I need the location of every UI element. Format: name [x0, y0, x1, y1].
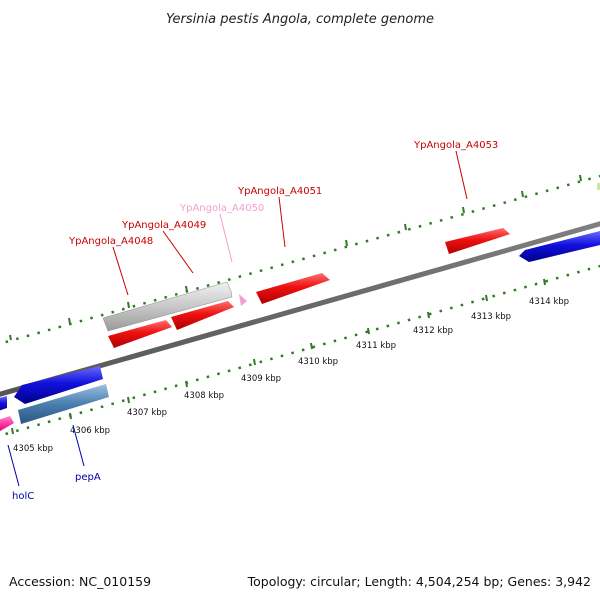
gene-reverse-blue: [519, 231, 600, 262]
map-title: Yersinia pestis Angola, complete genome: [166, 12, 434, 27]
gene-label-ypangola-a4050: YpAngola_A4050: [179, 203, 264, 214]
gene-labels: YpAngola_A4048 YpAngola_A4049 YpAngola_A…: [12, 140, 498, 502]
outer-major-ticks: [9, 174, 582, 341]
reverse-genes: [0, 231, 600, 432]
tick-labels: 4305 kbp 4306 kbp 4307 kbp 4308 kbp 4309…: [13, 297, 569, 454]
gene-ypangola-a4053: [445, 228, 510, 254]
gene-holC: [0, 416, 14, 432]
gene-label-holC: holC: [12, 491, 34, 502]
gene-label-ypangola-a4048: YpAngola_A4048: [68, 236, 153, 247]
accession-text: Accession: NC_010159: [9, 574, 151, 589]
tick-label: 4309 kbp: [241, 374, 281, 384]
gene-label-ypangola-a4053: YpAngola_A4053: [413, 140, 498, 151]
gene-pepA: [18, 384, 109, 424]
gene-ypangola-a4051: [256, 273, 330, 304]
gene-label-pepA: pepA: [75, 472, 101, 483]
tick-label: 4314 kbp: [529, 297, 569, 307]
tick-label: 4310 kbp: [298, 357, 338, 367]
gene-label-ypangola-a4049: YpAngola_A4049: [121, 220, 206, 231]
inner-tick-track: [0, 264, 600, 437]
gene-ypangola-a4049: [171, 301, 234, 330]
tick-label: 4306 kbp: [70, 426, 110, 436]
tick-label: 4312 kbp: [413, 326, 453, 336]
offscreen-gene-hint: [597, 183, 600, 190]
label-leader-lines: [7, 150, 468, 487]
gene-label-ypangola-a4051: YpAngola_A4051: [237, 186, 322, 197]
tick-label: 4313 kbp: [471, 312, 511, 322]
tick-label: 4308 kbp: [184, 391, 224, 401]
gene-reverse-blue: [14, 366, 103, 404]
gene-ypangola-a4048: [108, 320, 172, 348]
genome-summary-text: Topology: circular; Length: 4,504,254 bp…: [247, 574, 591, 589]
inner-major-ticks: [11, 278, 546, 435]
forward-genes: [102, 228, 510, 348]
gene-pseudo-grey: [102, 281, 233, 332]
gene-ypangola-a4050: [239, 294, 247, 306]
tick-label: 4305 kbp: [13, 444, 53, 454]
tick-label: 4311 kbp: [356, 341, 396, 351]
tick-label: 4307 kbp: [127, 408, 167, 418]
gene-reverse-blue: [0, 396, 7, 411]
